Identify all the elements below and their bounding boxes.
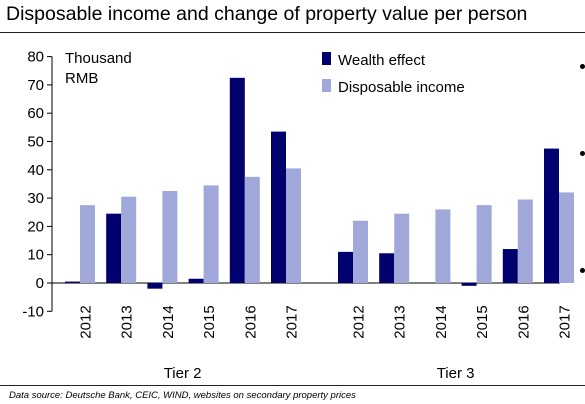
y-tick-label: -10	[22, 303, 44, 320]
disposable-income-bar	[121, 196, 137, 283]
x-tick-label: 2016	[515, 305, 532, 338]
x-tick-label: 2012	[351, 305, 368, 338]
wealth-effect-bar	[229, 77, 245, 283]
wealth-effect-bar	[502, 249, 518, 283]
x-tick-label: 2017	[284, 305, 301, 338]
disposable-income-bar	[559, 192, 574, 283]
disposable-income-bar	[353, 220, 368, 283]
wealth-effect-bar	[106, 213, 122, 283]
wealth-effect-bar	[147, 283, 163, 289]
x-tick-label: 2014	[433, 305, 450, 338]
y-tick-label: 10	[27, 247, 44, 264]
wealth-effect-bar	[461, 283, 477, 286]
x-tick-label: 2015	[201, 305, 218, 338]
disposable-income-bar	[286, 168, 301, 283]
group-label: Tier 3	[437, 365, 475, 382]
x-tick-label: 2016	[242, 305, 259, 338]
wealth-effect-bar	[544, 148, 559, 283]
group-label: Tier 2	[164, 365, 202, 382]
y-tick-label: 60	[27, 105, 44, 122]
disposable-income-bar	[394, 213, 410, 283]
title-divider	[0, 32, 585, 33]
disposable-income-bar	[80, 205, 95, 283]
y-tick-label: 70	[27, 77, 44, 94]
source-divider	[0, 385, 585, 386]
x-tick-label: 2013	[392, 305, 409, 338]
bullet-dot	[580, 268, 585, 273]
x-tick-label: 2012	[78, 305, 95, 338]
wealth-effect-bar	[271, 131, 286, 283]
disposable-income-bar	[203, 185, 219, 283]
chart-title: Disposable income and change of property…	[6, 3, 528, 25]
x-tick-label: 2014	[160, 305, 177, 338]
unit-label-line1: Thousand	[65, 50, 132, 67]
legend-swatch-income	[322, 79, 331, 92]
x-tick-label: 2017	[557, 305, 574, 338]
disposable-income-bar	[435, 209, 451, 283]
x-tick-label: 2013	[119, 305, 136, 338]
y-tick-label: 20	[27, 218, 44, 235]
disposable-income-bar	[517, 199, 533, 283]
wealth-effect-bar	[338, 251, 353, 283]
legend-label-wealth: Wealth effect	[338, 52, 426, 69]
disposable-income-bar	[476, 205, 492, 283]
y-tick-label: 30	[27, 190, 44, 207]
legend-label-income: Disposable income	[338, 79, 465, 96]
y-tick-label: 50	[27, 134, 44, 151]
wealth-effect-bar	[65, 281, 80, 283]
y-tick-label: 40	[27, 162, 44, 179]
y-tick-label: 80	[27, 49, 44, 66]
disposable-income-bar	[162, 191, 178, 283]
legend-swatch-wealth	[322, 52, 331, 65]
wealth-effect-bar	[379, 253, 395, 283]
wealth-effect-bar	[188, 278, 204, 283]
data-source: Data source: Deutsche Bank, CEIC, WIND, …	[9, 390, 356, 401]
unit-label-line2: RMB	[65, 70, 98, 87]
bullet-dot	[580, 151, 585, 156]
x-tick-label: 2015	[474, 305, 491, 338]
disposable-income-bar	[244, 176, 260, 283]
bullet-dot	[580, 64, 585, 69]
chart-svg: Thousand RMB -10 0 10 20 30 40 50 60 70 80 2012 201…	[22, 49, 574, 382]
y-tick-label: 0	[36, 275, 44, 292]
